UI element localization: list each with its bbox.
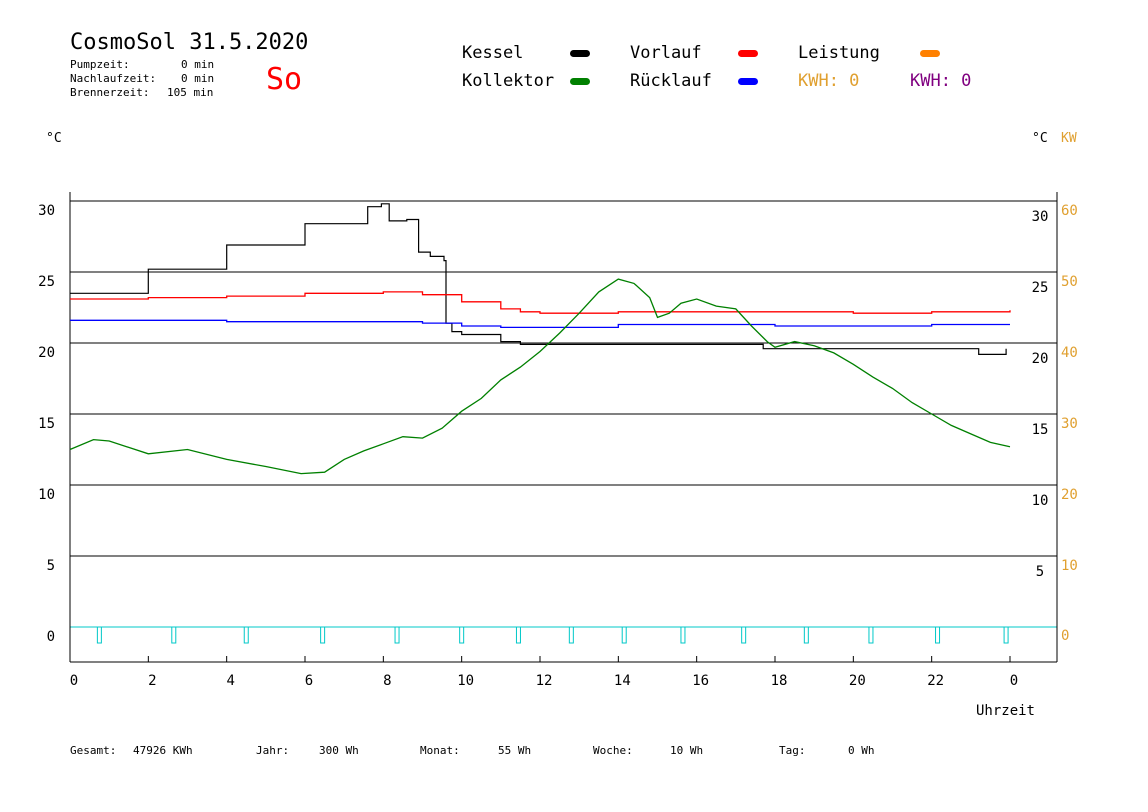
burner-time-value: 105 min xyxy=(167,86,214,99)
y-tick-right: 25 xyxy=(1032,280,1049,296)
x-tick-label: 2 xyxy=(148,673,156,689)
burner-pulse xyxy=(1003,626,1009,644)
after-run-value: 0 min xyxy=(181,72,215,85)
footer-week-label: Woche: xyxy=(593,744,633,757)
y-tick-left: 0 xyxy=(47,629,55,645)
pump-time-label: Pumpzeit: xyxy=(70,58,130,71)
x-tick-label: 14 xyxy=(614,673,631,689)
footer-day-value: 0 Wh xyxy=(848,744,875,757)
kw-tick: 10 xyxy=(1061,558,1078,574)
x-tick-label: 10 xyxy=(457,673,474,689)
kw-tick: 0 xyxy=(1061,628,1069,644)
x-tick-label: 16 xyxy=(692,673,709,689)
legend-vorlauf: Vorlauf xyxy=(630,43,702,63)
legend-leistung-swatch xyxy=(920,50,940,57)
after-run-label: Nachlaufzeit: xyxy=(70,72,157,85)
y-tick-right: 10 xyxy=(1032,493,1049,509)
legend-ruecklauf-swatch xyxy=(738,78,758,85)
grid-layer xyxy=(70,200,1057,628)
burner-pulse xyxy=(680,626,686,644)
legend-kwh-purple: KWH: 0 xyxy=(910,71,972,91)
y-tick-left: 25 xyxy=(38,274,55,290)
footer-week-value: 10 Wh xyxy=(670,744,704,757)
x-tick-label: 20 xyxy=(849,673,866,689)
pump-time-value: 0 min xyxy=(181,58,215,71)
series-rcklauf xyxy=(70,319,1010,329)
series-kollektor xyxy=(69,278,1011,475)
y-tick-left: 5 xyxy=(47,558,55,574)
legend-kessel: Kessel xyxy=(462,43,524,63)
legend-vorlauf-swatch xyxy=(738,50,758,57)
kw-tick: 30 xyxy=(1061,416,1078,432)
footer-year-value: 300 Wh xyxy=(319,744,359,757)
y-tick-left: 20 xyxy=(38,345,55,361)
burner-pulse xyxy=(568,626,574,644)
legend-ruecklauf: Rücklauf xyxy=(630,71,712,91)
legend-kollektor-swatch xyxy=(570,78,590,85)
legend-kessel-swatch xyxy=(570,50,590,57)
x-axis-label: Uhrzeit xyxy=(976,703,1035,719)
pulse-layer xyxy=(96,626,1009,644)
y-tick-right: 20 xyxy=(1032,351,1049,367)
y-tick-left: 30 xyxy=(38,203,55,219)
x-tick-label: 12 xyxy=(536,673,553,689)
footer-month-label: Monat: xyxy=(420,744,460,757)
burner-pulse xyxy=(868,626,874,644)
burner-time-label: Brennerzeit: xyxy=(70,86,150,99)
x-tick-label: 4 xyxy=(226,673,234,689)
kw-tick: 60 xyxy=(1061,203,1078,219)
footer-month-value: 55 Wh xyxy=(498,744,532,757)
footer-year-label: Jahr: xyxy=(256,744,290,757)
left-axis-unit: °C xyxy=(46,131,62,146)
kw-tick: 50 xyxy=(1061,274,1078,290)
burner-pulse xyxy=(741,626,747,644)
burner-pulse xyxy=(394,626,400,644)
burner-pulse xyxy=(320,626,326,644)
y-tick-left: 10 xyxy=(38,487,55,503)
series-layer xyxy=(69,203,1011,475)
weekday-label: So xyxy=(266,62,303,97)
y-tick-right: 5 xyxy=(1036,564,1044,580)
burner-pulse xyxy=(935,626,941,644)
y-tick-right: 15 xyxy=(1032,422,1049,438)
legend-kwh-orange: KWH: 0 xyxy=(798,71,860,91)
x-tick-label: 0 xyxy=(70,673,78,689)
burner-pulse xyxy=(243,626,249,644)
y-tick-left: 15 xyxy=(38,416,55,432)
footer-day-label: Tag: xyxy=(779,744,806,757)
x-tick-label: 0 xyxy=(1010,673,1018,689)
right-axis-unit-kw: KW xyxy=(1061,131,1077,146)
footer-total-value: 47926 KWh xyxy=(133,744,193,757)
kw-tick: 40 xyxy=(1061,345,1078,361)
x-tick-label: 6 xyxy=(305,673,313,689)
y-tick-right: 30 xyxy=(1032,209,1049,225)
burner-pulse xyxy=(803,626,809,644)
burner-pulse xyxy=(621,626,627,644)
legend-kollektor: Kollektor xyxy=(462,71,555,91)
footer-total-label: Gesamt: xyxy=(70,744,117,757)
axis-layer xyxy=(69,192,1058,663)
series-vorlauf xyxy=(70,291,1011,314)
x-tick-label: 8 xyxy=(383,673,391,689)
right-axis-unit-celsius: °C xyxy=(1032,131,1048,146)
chart-title: CosmoSol 31.5.2020 xyxy=(70,30,309,55)
series-kessel xyxy=(70,203,1007,355)
kw-tick: 20 xyxy=(1061,487,1078,503)
x-tick-label: 18 xyxy=(771,673,788,689)
burner-pulse xyxy=(515,626,521,644)
burner-pulse xyxy=(459,626,465,644)
x-tick-label: 22 xyxy=(927,673,944,689)
legend-leistung: Leistung xyxy=(798,43,880,63)
burner-pulse xyxy=(96,626,102,644)
burner-pulse xyxy=(171,626,177,644)
